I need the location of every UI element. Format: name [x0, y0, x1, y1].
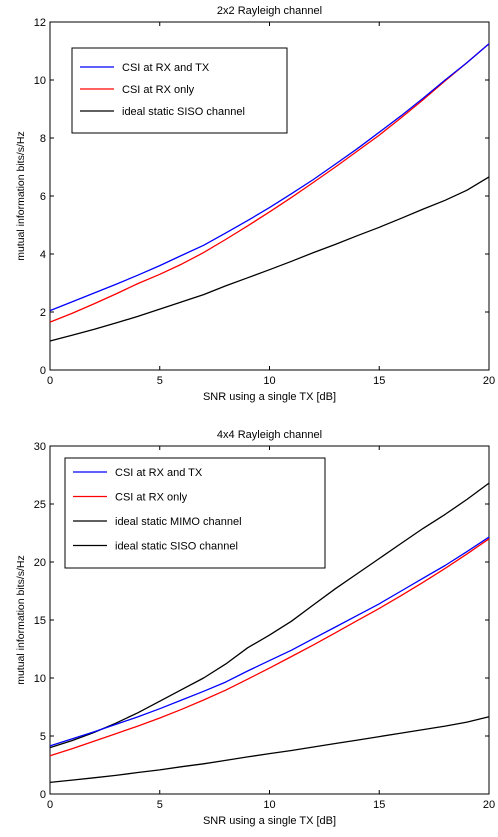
legend: CSI at RX and TX CSI at RX only ideal stat…	[64, 457, 326, 569]
series-line-2	[49, 43, 490, 323]
legend-entry: CSI at RX and TX	[115, 467, 203, 479]
x-tick-label: 5	[157, 799, 163, 811]
x-tick-label: 5	[157, 375, 163, 387]
y-tick-label: 4	[40, 249, 46, 261]
series-line-3	[49, 176, 490, 342]
x-axis-label: SNR using a single TX [dB]	[203, 391, 336, 403]
chart-panel-2: 4x4 Rayleigh channel 0 5 10 15 20 0 5 10 15 20 25 30…	[15, 429, 495, 827]
x-axis-label: SNR using a single TX [dB]	[203, 815, 336, 827]
legend: CSI at RX and TX CSI at RX only ideal stat…	[71, 47, 288, 134]
x-tick-label: 0	[47, 799, 53, 811]
x-tick-label: 10	[263, 375, 275, 387]
series-line-1	[49, 536, 490, 747]
x-tick-label: 0	[47, 375, 53, 387]
y-tick-label: 10	[34, 75, 46, 87]
y-tick-label: 5	[40, 731, 46, 743]
legend-box	[64, 457, 326, 569]
y-tick-label: 30	[34, 441, 46, 453]
y-axis-label: mutual information bits/s/Hz	[15, 131, 27, 261]
chart-title: 4x4 Rayleigh channel	[217, 429, 322, 441]
chart-title: 2x2 Rayleigh channel	[217, 5, 322, 17]
y-tick-label: 12	[34, 17, 46, 29]
y-tick-label: 8	[40, 133, 46, 145]
legend-entry: ideal static SISO channel	[122, 106, 245, 118]
series-line-2	[49, 538, 490, 757]
series-line-4	[49, 716, 490, 784]
x-tick-label: 20	[483, 799, 495, 811]
x-tick-label: 10	[263, 799, 275, 811]
y-tick-label: 10	[34, 673, 46, 685]
legend-entry: ideal static SISO channel	[115, 541, 238, 553]
y-axis-label: mutual information bits/s/Hz	[15, 555, 27, 685]
legend-entry: CSI at RX and TX	[122, 62, 210, 74]
legend-entry: CSI at RX only	[122, 84, 195, 96]
y-tick-label: 6	[40, 191, 46, 203]
series-line-3	[49, 482, 490, 749]
x-tick-label: 15	[373, 799, 385, 811]
x-tick-label: 15	[373, 375, 385, 387]
x-tick-label: 20	[483, 375, 495, 387]
chart-panel-1: 2x2 Rayleigh channel 0 5 10 15 20 0 2 4 6 8 10 12 SNR…	[15, 5, 495, 403]
legend-entry: CSI at RX only	[115, 492, 188, 504]
legend-entry: ideal static MIMO channel	[115, 516, 242, 528]
y-tick-label: 25	[34, 499, 46, 511]
y-tick-label: 15	[34, 615, 46, 627]
series-line-1	[49, 43, 490, 312]
y-tick-label: 20	[34, 557, 46, 569]
y-tick-label: 0	[40, 789, 46, 801]
y-tick-label: 2	[40, 307, 46, 319]
y-tick-label: 0	[40, 365, 46, 377]
legend-box	[71, 47, 288, 134]
